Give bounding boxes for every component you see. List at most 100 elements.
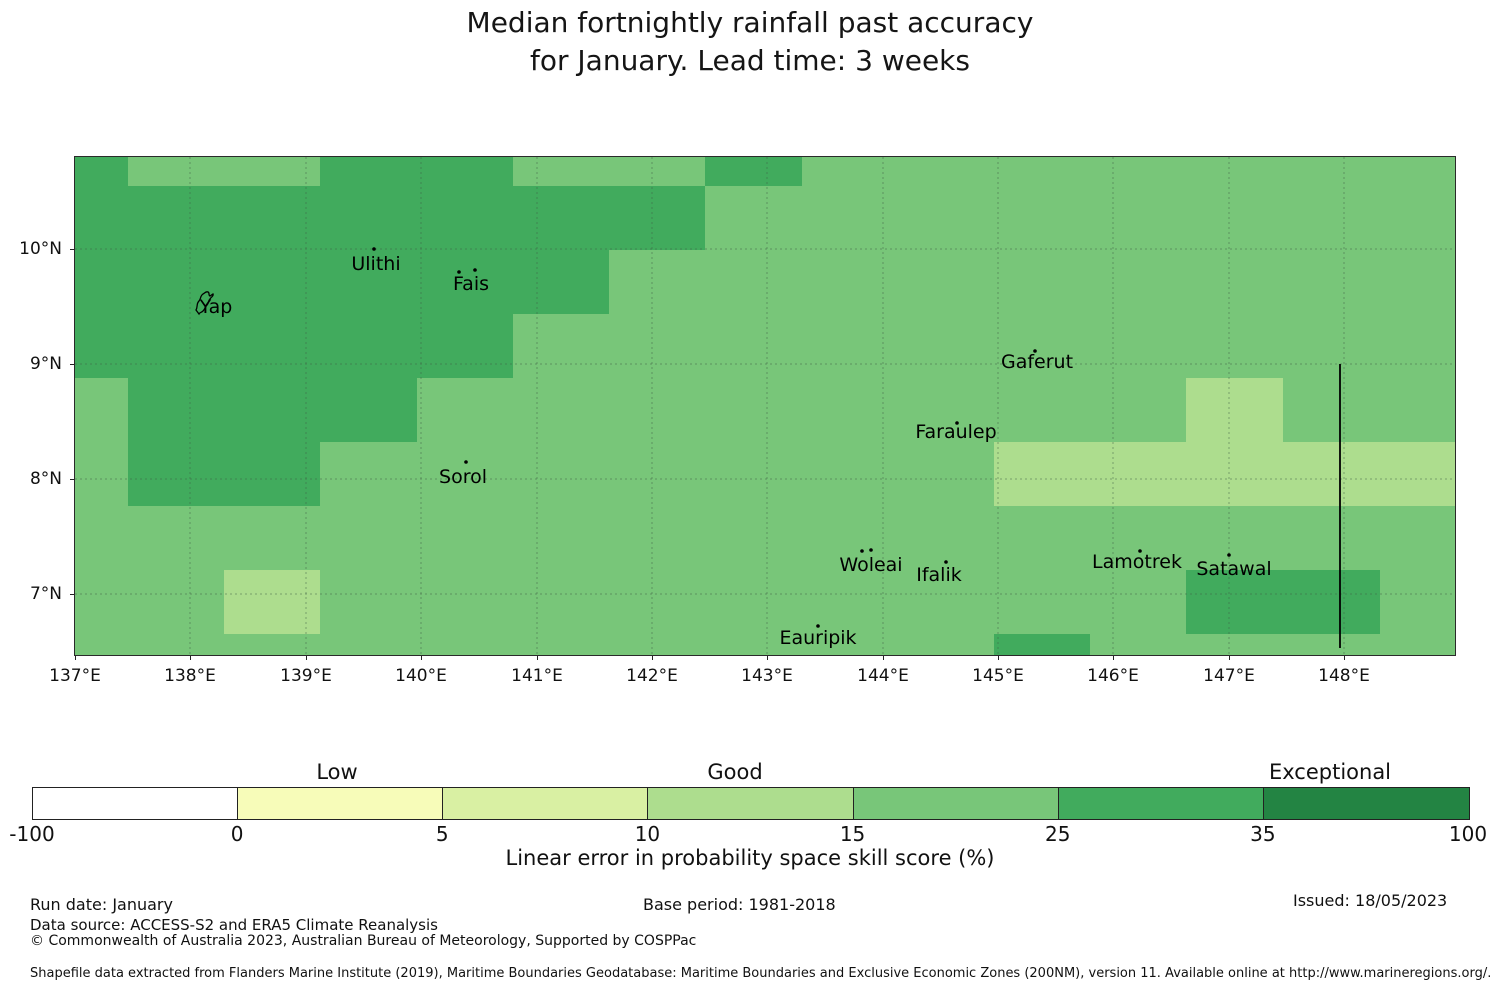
colorbar-segment [1263, 788, 1469, 819]
colorbar-tick-label: 10 [634, 822, 661, 846]
grid-cell [513, 570, 609, 634]
grid-cell [1283, 570, 1380, 634]
grid-cell [320, 186, 417, 250]
grid-cell [802, 186, 898, 250]
grid-cell [705, 314, 802, 378]
x-axis-tick-mark [537, 656, 538, 660]
grid-cell [128, 186, 224, 250]
x-axis-tick-mark [421, 656, 422, 660]
grid-cell [609, 314, 705, 378]
grid-cell [898, 506, 994, 570]
x-axis-tick-mark [1344, 656, 1345, 660]
grid-cell [1380, 570, 1455, 634]
grid-cell [609, 634, 705, 655]
colorbar-band-label-good: Good [707, 760, 763, 784]
grid-cell [802, 442, 898, 506]
colorbar-segment [443, 788, 649, 819]
grid-cell [1186, 314, 1283, 378]
grid-cell [320, 378, 417, 442]
grid-cell [75, 442, 128, 506]
grid-cell [705, 250, 802, 314]
grid-cell [1090, 442, 1186, 506]
x-axis-tick-label: 147°E [1203, 666, 1255, 686]
x-axis-tick-mark [190, 656, 191, 660]
grid-cell [1283, 157, 1380, 186]
grid-cell [128, 634, 224, 655]
grid-cell [609, 506, 705, 570]
colorbar-segment [853, 788, 1059, 819]
grid-cell [1283, 186, 1380, 250]
grid-cell [513, 442, 609, 506]
grid-cell [898, 634, 994, 655]
grid-cell [1380, 506, 1455, 570]
grid-cell [1380, 314, 1455, 378]
grid-cell [128, 506, 224, 570]
grid-cell [75, 157, 128, 186]
colorbar-tick-label: 0 [230, 822, 244, 846]
grid-cell [994, 378, 1090, 442]
grid-cell [898, 570, 994, 634]
colorbar [32, 787, 1470, 820]
grid-cell [1283, 442, 1380, 506]
y-axis-tick-label: 9°N [29, 354, 62, 374]
grid-cell [417, 570, 513, 634]
grid-cell [417, 378, 513, 442]
grid-cell [802, 250, 898, 314]
x-axis-tick-label: 146°E [1087, 666, 1139, 686]
x-axis-tick-mark [1113, 656, 1114, 660]
grid-cell [994, 314, 1090, 378]
island-label-gaferut: Gaferut [1000, 351, 1074, 373]
grid-cell [224, 634, 320, 655]
grid-cell [802, 157, 898, 186]
colorbar-band-label-exceptional: Exceptional [1268, 760, 1392, 784]
grid-cell [75, 378, 128, 442]
grid-cell [224, 570, 320, 634]
grid-cell [513, 378, 609, 442]
colorbar-segment [648, 788, 854, 819]
grid-cell [802, 570, 898, 634]
grid-cell [705, 442, 802, 506]
colorbar-tick-label: 35 [1250, 822, 1276, 846]
grid-cell [417, 506, 513, 570]
grid-cell [417, 186, 513, 250]
x-axis-tick-label: 137°E [49, 666, 101, 686]
colorbar-caption: Linear error in probability space skill … [505, 846, 995, 870]
grid-cell [1283, 378, 1380, 442]
x-axis-tick-label: 140°E [395, 666, 447, 686]
grid-cell [994, 157, 1090, 186]
grid-cell [705, 157, 802, 186]
chart-title-line2: for January. Lead time: 3 weeks [530, 44, 970, 77]
grid-cell [513, 506, 609, 570]
grid-cell [1090, 250, 1186, 314]
grid-cell [994, 186, 1090, 250]
grid-cell [705, 570, 802, 634]
grid-cell [705, 506, 802, 570]
y-axis-tick-label: 8°N [29, 469, 62, 489]
grid-cell [128, 570, 224, 634]
grid-cell [898, 378, 994, 442]
grid-cell [1090, 157, 1186, 186]
x-axis-tick-mark [767, 656, 768, 660]
grid-cell [898, 157, 994, 186]
grid-cell [1090, 634, 1186, 655]
footer-base-period: Base period: 1981-2018 [643, 895, 836, 914]
grid-cell [320, 570, 417, 634]
grid-cell [513, 157, 609, 186]
x-axis-tick-label: 145°E [972, 666, 1024, 686]
grid-cell [1380, 250, 1455, 314]
grid-cell [513, 634, 609, 655]
grid-cell [128, 378, 224, 442]
grid-cell [320, 442, 417, 506]
grid-cell [75, 634, 128, 655]
colorbar-tick-label: 25 [1044, 822, 1071, 846]
grid-cell [609, 157, 705, 186]
grid-cell [705, 634, 802, 655]
grid-cell [128, 442, 224, 506]
colorbar-tick-label: 100 [1448, 822, 1488, 846]
grid-cell [1186, 186, 1283, 250]
grid-cell [1283, 314, 1380, 378]
island-label-woleai: Woleai [839, 554, 903, 576]
colorbar-segment [1058, 788, 1264, 819]
grid-cell [320, 506, 417, 570]
x-axis-tick-mark [652, 656, 653, 660]
